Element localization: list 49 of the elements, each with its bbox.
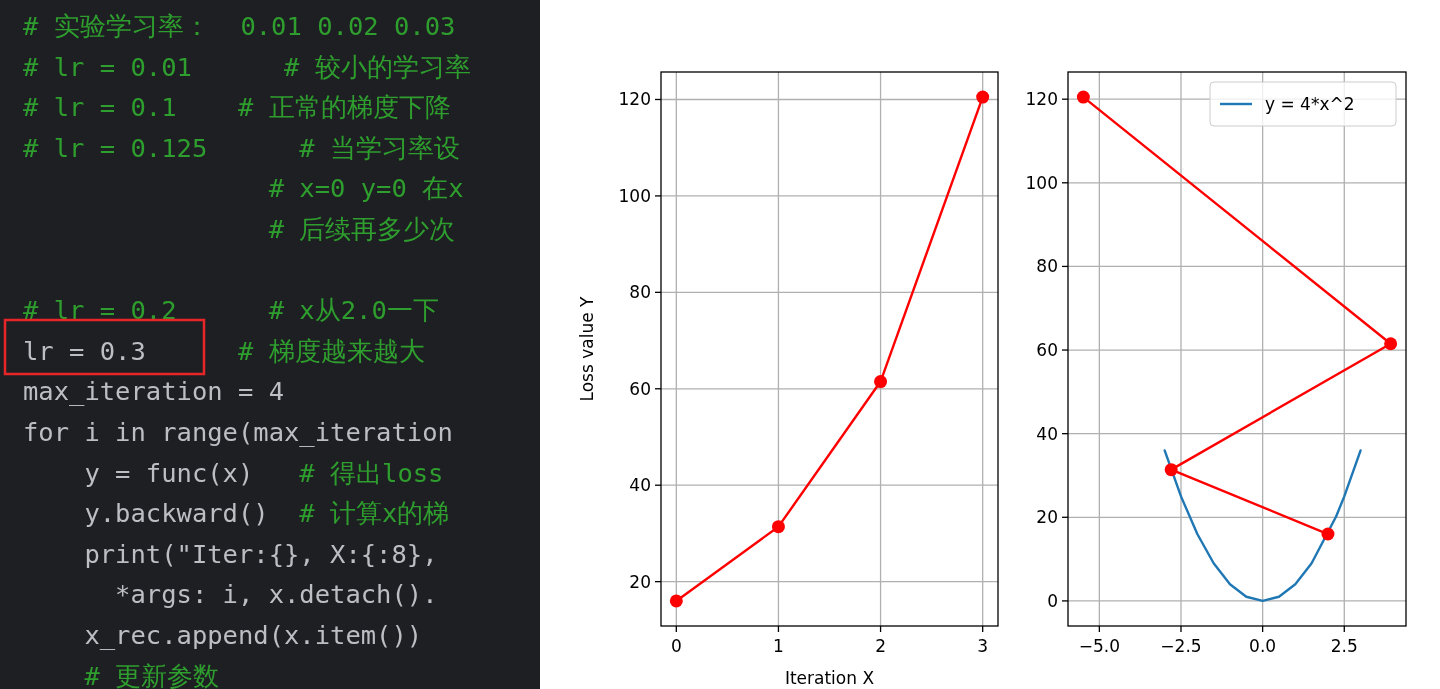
x-tick-label: 2 bbox=[875, 636, 886, 656]
text: print("Iter:{}, X:{:8}, bbox=[23, 538, 453, 569]
x-tick-label: 0 bbox=[670, 636, 682, 656]
y-tick-label: 40 bbox=[629, 475, 651, 496]
text: # lr = 0.2 # x从2.0一下 bbox=[23, 295, 439, 326]
y-tick-label: 100 bbox=[618, 185, 651, 206]
text: x_rec.append(x.item()) bbox=[23, 620, 423, 650]
point bbox=[1076, 90, 1090, 104]
point bbox=[874, 375, 888, 389]
x-axis-title: Iteration X bbox=[784, 668, 875, 688]
x-tick-label: −2.5 bbox=[1160, 636, 1202, 656]
text: # 更新参数 bbox=[84, 660, 220, 689]
point bbox=[1384, 337, 1398, 351]
y-tick-label: 80 bbox=[1036, 256, 1058, 277]
x-tick-label: 1 bbox=[773, 636, 784, 656]
point bbox=[1164, 463, 1178, 477]
text: # x=0 y=0 在x bbox=[268, 173, 464, 204]
text: lr = 0.3 # 梯度越来越大 bbox=[23, 335, 425, 366]
text: # lr = 0.125 # 当学习率设 bbox=[23, 132, 461, 163]
x-tick-label: 0.0 bbox=[1249, 636, 1277, 656]
legend-label: y = 4*x^2 bbox=[1265, 94, 1355, 114]
y-tick-label: 20 bbox=[629, 571, 651, 592]
y-tick-label: 100 bbox=[1025, 172, 1058, 193]
y-tick-label: 20 bbox=[1036, 507, 1058, 528]
y-tick-label: 80 bbox=[629, 282, 651, 303]
point bbox=[669, 594, 683, 608]
y-tick-label: 60 bbox=[1036, 340, 1058, 361]
text: for i in range(max_iteration bbox=[23, 417, 453, 447]
text: max_iteration = 4 bbox=[23, 376, 284, 407]
point bbox=[976, 90, 990, 104]
y-tick-label: 40 bbox=[1036, 423, 1058, 444]
line-series bbox=[1163, 449, 1362, 603]
y-axis-title: Loss value Y bbox=[577, 295, 597, 402]
text: *args: i, x.detach(). bbox=[23, 579, 438, 610]
y-tick-label: 0 bbox=[1047, 590, 1058, 611]
x-tick-label: 3 bbox=[977, 636, 989, 656]
y-tick-label: 120 bbox=[1025, 89, 1058, 110]
point bbox=[1321, 527, 1335, 541]
text: # 后续再多少次 bbox=[268, 214, 456, 244]
text: y = func(x) # 得出loss bbox=[84, 457, 444, 488]
text: # lr = 0.01 # 较小的学习率 bbox=[23, 51, 471, 82]
x-tick-label: 2.5 bbox=[1330, 636, 1358, 656]
point bbox=[771, 520, 785, 534]
text: # lr = 0.1 # 正常的梯度下降 bbox=[23, 92, 451, 123]
text: # 实验学习率： 0.01 0.02 0.03 bbox=[23, 11, 456, 41]
y-tick-label: 60 bbox=[629, 378, 651, 399]
text: y.backward() # 计算x的梯 bbox=[84, 498, 450, 529]
y-tick-label: 120 bbox=[618, 89, 651, 110]
x-tick-label: −5.0 bbox=[1078, 636, 1120, 656]
